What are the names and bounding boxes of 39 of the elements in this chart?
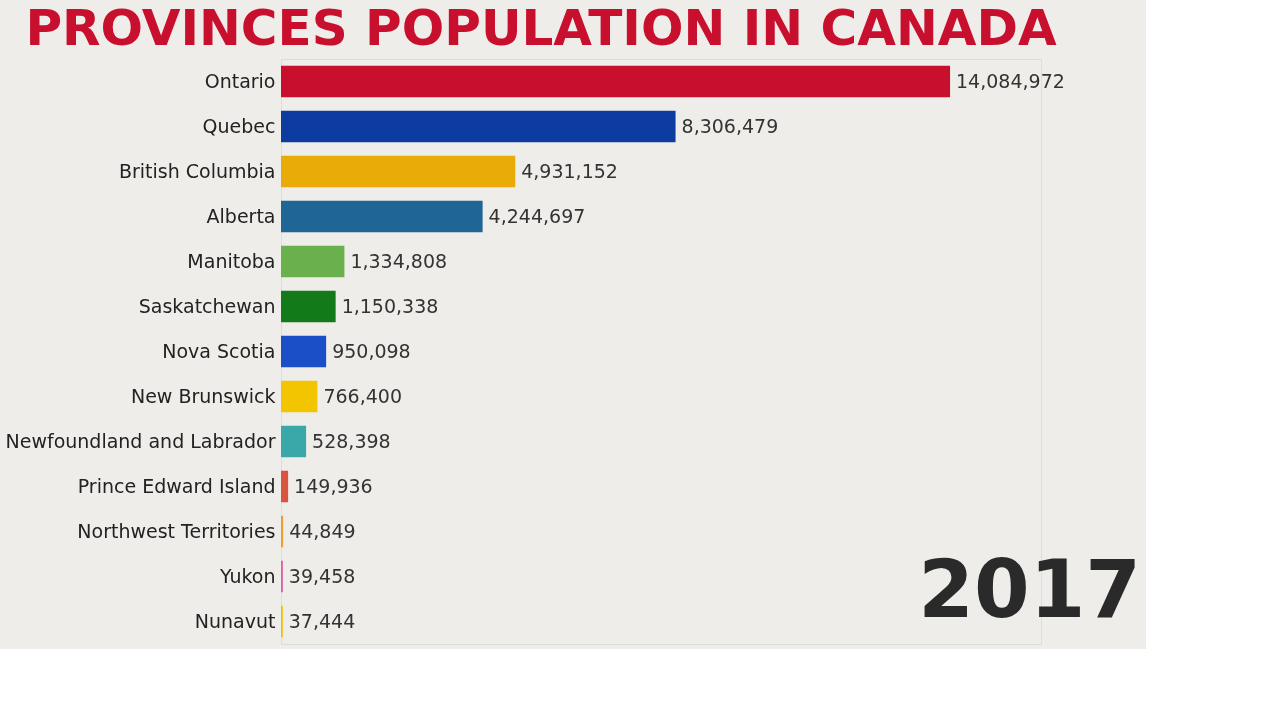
data-label: 4,244,697 — [488, 204, 586, 227]
bar — [281, 200, 483, 233]
y-tick-label: Prince Edward Island — [77, 474, 276, 497]
bar — [281, 245, 345, 278]
data-label: 149,936 — [294, 474, 373, 497]
y-tick-label: British Columbia — [118, 159, 276, 182]
bar — [281, 155, 516, 188]
data-label: 4,931,152 — [521, 159, 618, 182]
bar — [281, 470, 289, 503]
y-tick-label: New Brunswick — [130, 384, 276, 407]
data-label: 37,444 — [288, 609, 356, 632]
bar — [281, 335, 327, 368]
bar — [281, 290, 336, 323]
y-tick-label: Saskatchewan — [138, 294, 276, 317]
y-tick-label: Yukon — [219, 564, 276, 587]
y-tick-label: Alberta — [206, 204, 276, 227]
bar — [281, 515, 284, 548]
annotation: 2017 — [918, 543, 1141, 636]
y-tick-label: Manitoba — [187, 249, 276, 272]
data-label: 950,098 — [332, 339, 411, 362]
y-tick-label: Quebec — [202, 114, 276, 137]
data-label: 14,084,972 — [956, 69, 1065, 92]
data-label: 8,306,479 — [681, 114, 779, 137]
data-label: 766,400 — [323, 384, 402, 407]
bar — [281, 65, 951, 98]
y-tick-label: Nova Scotia — [162, 339, 276, 362]
data-label: 44,849 — [289, 519, 356, 542]
y-tick-label: Nunavut — [194, 609, 276, 632]
data-label: 39,458 — [288, 564, 356, 587]
bar — [281, 425, 307, 458]
y-tick-label: Newfoundland and Labrador — [5, 429, 276, 452]
y-tick-label: Ontario — [204, 69, 276, 92]
data-label: 1,334,808 — [350, 249, 448, 272]
data-label: 528,398 — [312, 429, 391, 452]
bar — [281, 380, 318, 413]
bar — [281, 110, 676, 143]
y-tick-label: Northwest Territories — [77, 519, 276, 542]
data-label: 1,150,338 — [341, 294, 439, 317]
chart-title: PROVINCES POPULATION IN CANADA — [25, 0, 1057, 57]
